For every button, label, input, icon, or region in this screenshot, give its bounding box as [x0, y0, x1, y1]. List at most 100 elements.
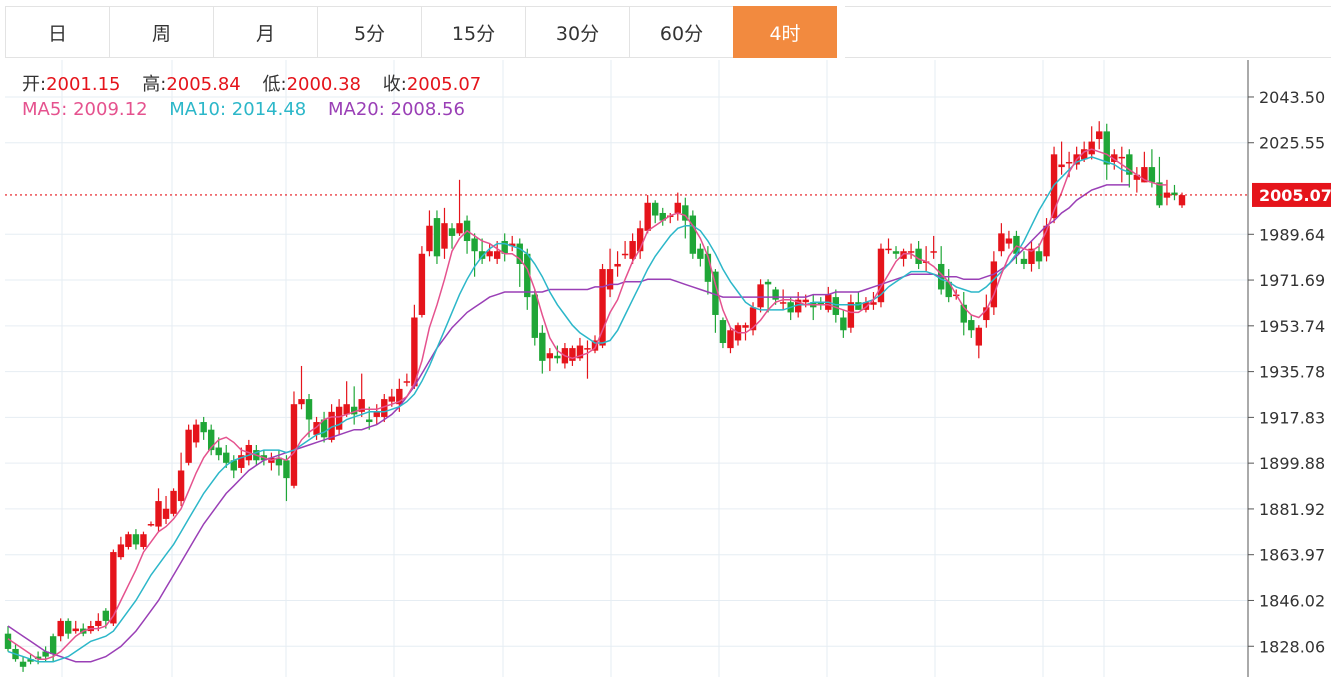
- candle-body: [509, 243, 516, 247]
- candle-body: [1035, 251, 1043, 262]
- ohlc-info: 开:2001.15 高:2005.84 低:2000.38 收:2005.07 …: [22, 72, 497, 122]
- candle-body: [606, 269, 614, 290]
- candle-body: [968, 320, 975, 331]
- candle-body: [215, 447, 222, 456]
- tab-5min[interactable]: 5分: [317, 6, 421, 58]
- candle-body: [396, 388, 403, 405]
- candle-body: [238, 455, 245, 468]
- candle-body: [960, 304, 967, 323]
- candle-body: [847, 302, 855, 328]
- candle-body: [569, 348, 576, 361]
- ma-row: MA5: 2009.12 MA10: 2014.48 MA20: 2008.56: [22, 97, 497, 122]
- y-tick-label: 1989.64: [1259, 225, 1325, 244]
- candle-body: [1178, 195, 1186, 206]
- candle-body: [749, 307, 757, 331]
- candle-body: [990, 261, 998, 308]
- tab-15min[interactable]: 15分: [421, 6, 525, 58]
- candle-body: [862, 302, 870, 310]
- candle-body: [840, 317, 847, 331]
- candle-body: [659, 212, 666, 221]
- candle-body: [1096, 131, 1103, 140]
- candle-body: [689, 215, 697, 254]
- candle-body: [855, 302, 862, 310]
- candle-body: [975, 327, 983, 346]
- candle-body: [554, 355, 561, 359]
- candle-body: [885, 248, 892, 251]
- candle-body: [192, 424, 200, 443]
- y-tick-label: 2025.55: [1259, 134, 1325, 153]
- y-tick-label: 1971.69: [1259, 271, 1325, 290]
- candle-body: [27, 659, 34, 662]
- tab-30min[interactable]: 30分: [525, 6, 629, 58]
- candle-body: [998, 233, 1005, 252]
- tab-month[interactable]: 月: [213, 6, 317, 58]
- candle-body: [448, 228, 456, 236]
- y-tick-label: 1899.88: [1259, 454, 1325, 473]
- candle-body: [441, 223, 448, 249]
- candle-body: [298, 399, 305, 405]
- candle-body: [1058, 164, 1065, 168]
- candle-body: [388, 396, 396, 402]
- candle-body: [983, 307, 990, 321]
- candle-body: [493, 251, 501, 259]
- tab-day[interactable]: 日: [5, 6, 109, 58]
- period-tabs: 日 周 月 5分 15分 30分 60分 4时: [5, 6, 837, 58]
- candle-body: [320, 419, 328, 438]
- candle-body: [162, 508, 170, 519]
- current-price-badge: [1252, 182, 1331, 207]
- candle-body: [1080, 149, 1088, 160]
- high-value: 2005.84: [166, 74, 241, 95]
- candle-body: [49, 636, 57, 655]
- candle-body: [764, 281, 772, 285]
- ma20-value: MA20: 2008.56: [327, 99, 465, 120]
- candle-body: [95, 620, 102, 627]
- y-tick-label: 2043.50: [1259, 88, 1325, 107]
- low-label: 低:: [262, 74, 287, 95]
- candle-body: [915, 248, 922, 264]
- candle-body: [411, 317, 418, 387]
- candle-body: [817, 302, 824, 305]
- candle-body: [426, 225, 433, 252]
- y-tick-label: 1828.06: [1259, 637, 1325, 656]
- candle-body: [343, 404, 350, 415]
- candle-body: [892, 251, 900, 254]
- candle-body: [652, 202, 659, 216]
- candle-body: [546, 353, 554, 359]
- candle-body: [712, 271, 719, 315]
- candle-body: [501, 241, 508, 254]
- candle-body: [674, 202, 681, 213]
- tab-week[interactable]: 周: [109, 6, 213, 58]
- candle-body: [4, 633, 12, 649]
- candle-body: [313, 422, 320, 435]
- candle-body: [373, 411, 380, 417]
- candle-body: [900, 251, 907, 259]
- y-tick-label: 1917.83: [1259, 408, 1325, 427]
- candle-body: [591, 340, 599, 351]
- candle-body: [531, 294, 538, 338]
- candle-body: [418, 253, 426, 315]
- candle-body: [794, 299, 802, 313]
- candle-body: [742, 325, 749, 328]
- candle-body: [1103, 131, 1110, 165]
- candle-body: [539, 332, 546, 361]
- candle-body: [1126, 154, 1133, 175]
- candle-body: [350, 406, 358, 415]
- candle-body: [930, 251, 937, 253]
- candle-body: [1043, 225, 1050, 257]
- y-tick-label: 1935.78: [1259, 363, 1325, 382]
- candle-body: [471, 238, 478, 252]
- candle-body: [1065, 161, 1073, 164]
- candle-body: [155, 501, 162, 527]
- tab-60min[interactable]: 60分: [629, 6, 733, 58]
- candle-body: [223, 452, 230, 463]
- candle-body: [200, 422, 207, 433]
- ma20-line: [7, 184, 1130, 663]
- candle-body: [697, 248, 704, 259]
- candle-body: [366, 419, 373, 423]
- candle-body: [576, 345, 584, 359]
- candle-body: [57, 620, 64, 637]
- candle-body: [584, 348, 591, 350]
- tab-4hour[interactable]: 4时: [733, 6, 837, 58]
- candle-body: [433, 218, 441, 257]
- candle-body: [682, 205, 689, 221]
